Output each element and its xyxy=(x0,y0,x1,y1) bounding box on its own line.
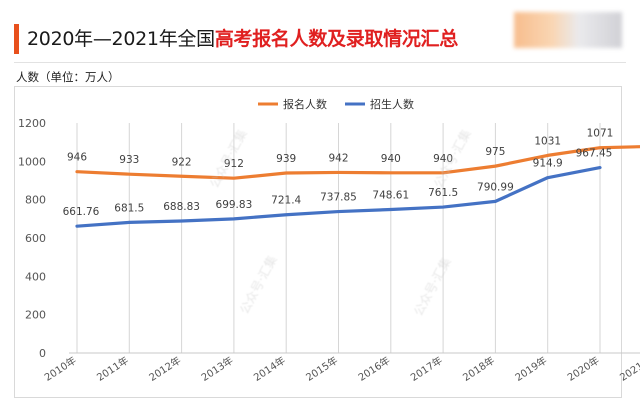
y-tick-label: 400 xyxy=(25,270,46,283)
data-label: 967.45 xyxy=(576,148,613,160)
title-accent-bar xyxy=(14,24,19,54)
x-tick-label: 2017年 xyxy=(408,354,445,384)
data-label: 922 xyxy=(172,156,192,168)
y-tick-label: 600 xyxy=(25,232,46,245)
data-label: 914.9 xyxy=(533,158,563,170)
data-label: 761.5 xyxy=(428,187,458,199)
data-label: 790.99 xyxy=(477,181,514,193)
y-tick-label: 800 xyxy=(25,194,46,207)
data-label: 737.85 xyxy=(320,192,357,204)
y-tick-label: 0 xyxy=(39,347,46,360)
x-tick-label: 2014年 xyxy=(251,354,288,384)
data-label: 912 xyxy=(224,158,244,170)
y-tick-label: 1200 xyxy=(18,117,46,130)
data-label: 661.76 xyxy=(63,206,100,218)
series-line-1 xyxy=(75,145,640,180)
data-label: 942 xyxy=(328,152,348,164)
y-tick-label: 1000 xyxy=(18,155,46,168)
x-tick-label: 2016年 xyxy=(356,354,393,384)
title-divider xyxy=(14,62,626,63)
data-label: 940 xyxy=(433,153,453,165)
data-label: 975 xyxy=(485,146,505,158)
data-label: 1071 xyxy=(587,128,614,140)
data-label: 946 xyxy=(67,152,87,164)
x-tick-label: 2013年 xyxy=(199,354,236,384)
x-tick-label: 2011年 xyxy=(94,354,131,384)
legend-label-2: 招生人数 xyxy=(370,97,414,111)
chart-frame xyxy=(14,86,622,398)
x-tick-label: 2020年 xyxy=(565,354,602,384)
title-highlight: 高考报名人数及录取情况汇总 xyxy=(214,28,458,50)
data-label: 688.83 xyxy=(163,201,200,213)
series-line-2 xyxy=(75,165,602,228)
blurred-logo xyxy=(514,12,622,48)
x-tick-label: 2010年 xyxy=(42,354,79,384)
x-tick-label: 2019年 xyxy=(513,354,550,384)
x-tick-label: 2012年 xyxy=(146,354,183,384)
data-label: 748.61 xyxy=(372,190,409,202)
data-label: 939 xyxy=(276,153,296,165)
y-tick-label: 200 xyxy=(25,309,46,322)
data-label: 681.5 xyxy=(114,202,144,214)
data-label: 1031 xyxy=(534,135,561,147)
data-label: 699.83 xyxy=(216,199,253,211)
y-axis-label: 人数（单位：万人） xyxy=(16,70,120,84)
data-label: 940 xyxy=(381,153,401,165)
data-label: 933 xyxy=(119,154,139,166)
x-tick-label: 2018年 xyxy=(460,354,497,384)
data-label: 721.4 xyxy=(271,195,301,207)
title-prefix: 2020年—2021年全国 xyxy=(27,28,215,50)
x-tick-label: 2015年 xyxy=(303,354,340,384)
legend-label-1: 报名人数 xyxy=(283,97,327,111)
page-title: 2020年—2021年全国高考报名人数及录取情况汇总 xyxy=(27,26,458,52)
data-label: 1078 xyxy=(639,126,640,138)
x-tick-label: 2021年 xyxy=(617,354,640,384)
